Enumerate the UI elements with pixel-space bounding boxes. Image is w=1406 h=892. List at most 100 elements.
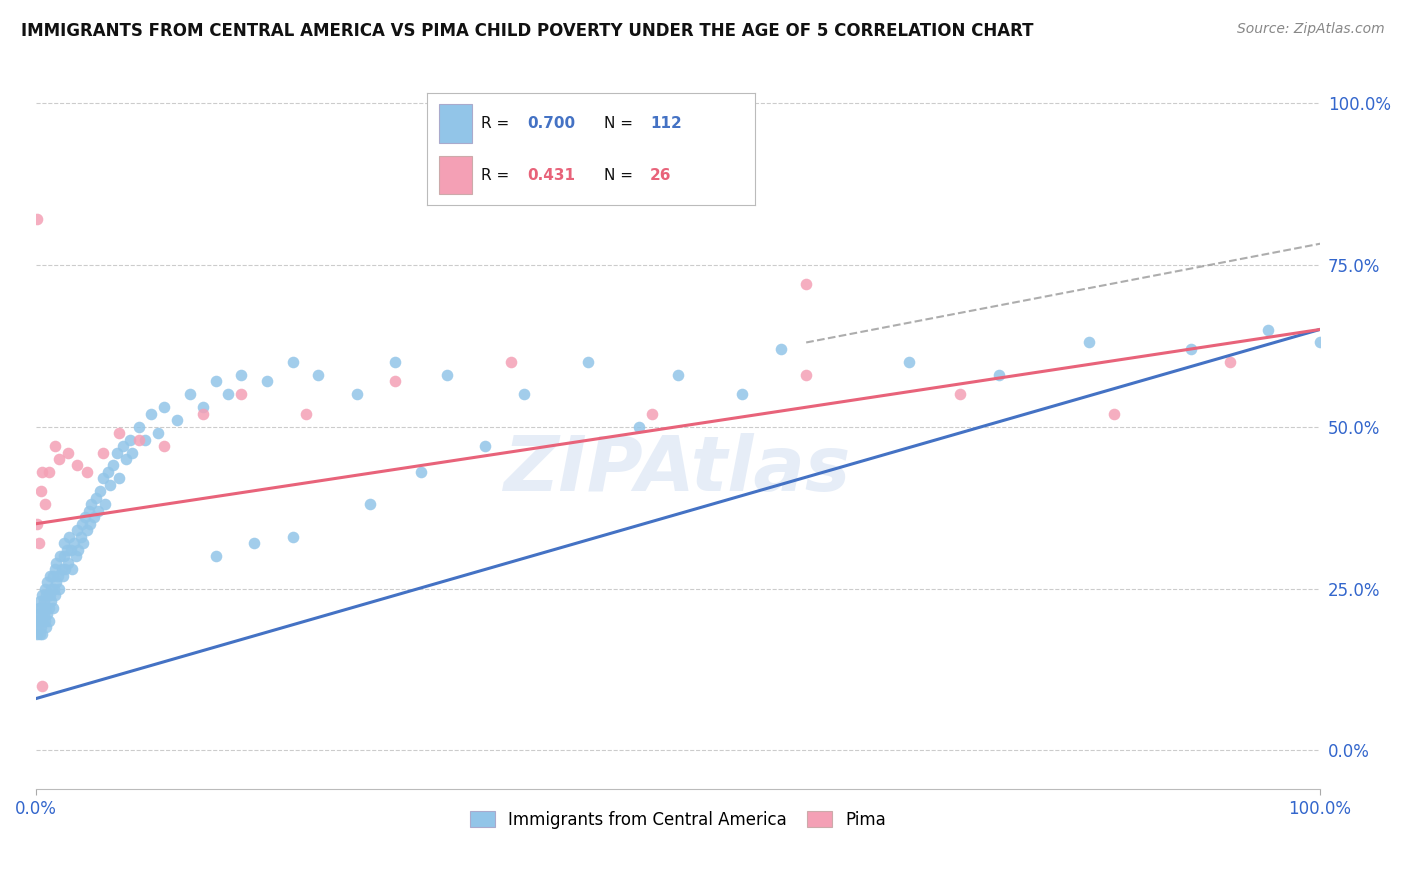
Point [128,433,150,447]
Point [27,536,49,550]
Point [32,607,55,622]
Point [37,575,59,590]
Point [41,594,63,608]
Point [294,407,316,421]
Point [27,614,49,628]
Point [307,368,329,382]
Point [84,491,107,505]
Point [44,439,66,453]
Point [35,620,58,634]
Point [91,445,114,459]
Point [101,458,124,473]
Point [121,445,143,459]
Point [218,387,240,401]
Point [204,374,226,388]
Point [1257,322,1279,336]
Point [146,426,169,441]
Point [59,542,82,557]
Point [53,536,76,550]
Point [1077,335,1099,350]
Point [30,601,52,615]
Point [731,387,754,401]
Point [28,627,51,641]
Point [384,355,406,369]
Point [141,407,163,421]
Point [38,614,60,628]
Point [28,614,51,628]
Point [41,601,63,615]
Point [576,355,599,369]
Point [153,401,176,415]
Point [70,516,93,531]
Point [231,368,253,382]
Point [666,368,689,382]
Point [105,445,128,459]
Point [769,342,792,356]
Point [1180,342,1202,356]
Point [67,542,90,557]
Point [25,627,48,641]
Point [474,439,496,453]
Point [31,588,53,602]
Point [231,387,253,401]
Point [55,542,77,557]
Point [41,568,63,582]
Point [49,549,72,563]
Point [281,530,304,544]
Point [80,497,103,511]
Point [987,368,1010,382]
Point [35,588,58,602]
Point [513,387,536,401]
Point [949,387,972,401]
Point [114,452,136,467]
Point [38,601,60,615]
Point [52,568,75,582]
Point [25,516,48,531]
Point [53,549,76,563]
Point [38,465,60,479]
Point [66,523,89,537]
Point [76,523,98,537]
Point [31,679,53,693]
Point [31,614,53,628]
Point [60,562,83,576]
Point [34,614,56,628]
Point [63,536,86,550]
Point [34,601,56,615]
Point [179,387,201,401]
Point [79,516,101,531]
Point [794,368,817,382]
Point [384,374,406,388]
Point [641,407,664,421]
Point [73,510,96,524]
Point [30,484,52,499]
Point [25,614,48,628]
Point [55,562,77,576]
Point [44,562,66,576]
Point [70,530,93,544]
Point [628,419,651,434]
Point [359,497,381,511]
Point [34,582,56,596]
Point [112,439,135,453]
Point [204,549,226,563]
Point [58,530,80,544]
Point [25,620,48,634]
Point [32,594,55,608]
Point [89,484,111,499]
Point [1219,355,1241,369]
Point [31,465,53,479]
Text: IMMIGRANTS FROM CENTRAL AMERICA VS PIMA CHILD POVERTY UNDER THE AGE OF 5 CORRELA: IMMIGRANTS FROM CENTRAL AMERICA VS PIMA … [21,22,1033,40]
Point [56,445,79,459]
Point [409,465,432,479]
Point [97,465,120,479]
Point [118,433,141,447]
Point [134,433,156,447]
Point [1104,407,1126,421]
Point [77,504,100,518]
Point [794,277,817,292]
Point [27,601,49,615]
Point [37,607,59,622]
Legend: Immigrants from Central America, Pima: Immigrants from Central America, Pima [463,804,893,835]
Point [51,562,73,576]
